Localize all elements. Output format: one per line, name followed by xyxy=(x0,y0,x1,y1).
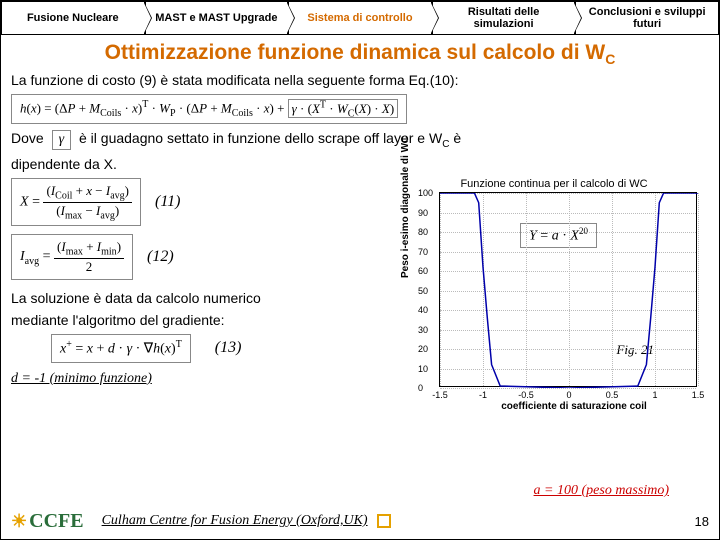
nav-item-5[interactable]: Conclusioni e sviluppi futuri xyxy=(575,1,719,35)
page-number: 18 xyxy=(695,514,709,529)
equation-10: h(x) = (ΔP + MCoils · x)T · WP · (ΔP + M… xyxy=(11,94,709,124)
a-note: a = 100 (peso massimo) xyxy=(534,483,669,499)
squares-icon xyxy=(376,513,392,529)
nav-item-3[interactable]: Sistema di controllo xyxy=(288,1,432,35)
solution-line1: La soluzione è data da calcolo numerico xyxy=(11,290,386,306)
y-axis-label: Peso i-esimo diagonale di WC xyxy=(400,136,411,278)
nav-item-1[interactable]: Fusione Nucleare xyxy=(1,1,145,35)
chart-title: Funzione continua per il calcolo di WC xyxy=(399,178,709,190)
x-axis-label: coefficiente di saturazione coil xyxy=(439,401,709,412)
page-title: Ottimizzazione funzione dinamica sul cal… xyxy=(1,35,719,70)
breadcrumb-nav: Fusione Nucleare MAST e MAST Upgrade Sis… xyxy=(1,1,719,35)
nav-item-4[interactable]: Risultati delle simulazioni xyxy=(432,1,576,35)
equation-12: Iavg = (Imax + Imin)2 (12) xyxy=(11,234,386,280)
ccfe-logo: ☀ CCFE xyxy=(11,510,84,533)
right-column: Funzione continua per il calcolo di WC P… xyxy=(396,178,709,386)
dove-line: Dove γ è il guadagno settato in funzione… xyxy=(11,130,709,150)
d-note: d = -1 (minimo funzione) xyxy=(11,371,386,387)
equation-11: X = (ICoil + x − Iavg)(Imax − Iavg) (11) xyxy=(11,178,386,226)
dove-line2: dipendente da X. xyxy=(11,156,709,172)
nav-item-2[interactable]: MAST e MAST Upgrade xyxy=(145,1,289,35)
solution-line2: mediante l'algoritmo del gradiente: xyxy=(11,312,386,328)
equation-13: x+ = x + d · γ · ∇h(x)T (13) xyxy=(51,334,386,363)
content-body: La funzione di costo (9) è stata modific… xyxy=(1,70,719,388)
intro-text: La funzione di costo (9) è stata modific… xyxy=(11,72,709,88)
footer-center: Culham Centre for Fusion Energy (Oxford,… xyxy=(102,513,368,529)
left-column: X = (ICoil + x − Iavg)(Imax − Iavg) (11)… xyxy=(11,178,386,386)
wc-chart: Funzione continua per il calcolo di WC P… xyxy=(399,178,709,423)
sun-icon: ☀ xyxy=(11,511,27,532)
footer: ☀ CCFE Culham Centre for Fusion Energy (… xyxy=(1,503,719,539)
chart-plot-area: Y = a · X20 Fig. 21 01020304050607080901… xyxy=(439,192,697,387)
